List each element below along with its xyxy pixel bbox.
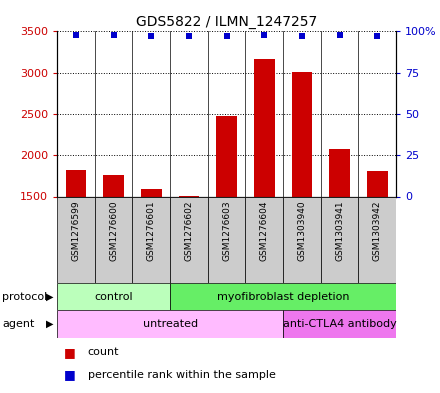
Bar (103, 175, 124, 196)
Text: agent: agent (2, 319, 35, 329)
Bar (170, 283, 396, 310)
Text: untreated: untreated (143, 319, 198, 329)
Text: protocol: protocol (2, 292, 48, 302)
Text: GSM1276604: GSM1276604 (260, 201, 269, 261)
Text: GSM1303940: GSM1303940 (297, 201, 306, 261)
Text: control: control (94, 292, 133, 302)
Text: GSM1276600: GSM1276600 (109, 201, 118, 261)
Bar (57, 283, 170, 310)
Bar (358, 196, 396, 283)
Text: anti-CTLA4 antibody: anti-CTLA4 antibody (282, 319, 396, 329)
Text: myofibroblast depletion: myofibroblast depletion (217, 292, 349, 302)
Text: percentile rank within the sample: percentile rank within the sample (88, 370, 275, 380)
Bar (141, 189, 161, 196)
Text: ■: ■ (64, 368, 76, 381)
Bar (57, 196, 95, 283)
Bar (170, 196, 208, 283)
Text: GSM1276601: GSM1276601 (147, 201, 156, 261)
Text: count: count (88, 347, 119, 357)
Bar (95, 196, 132, 283)
Bar (292, 72, 312, 196)
Title: GDS5822 / ILMN_1247257: GDS5822 / ILMN_1247257 (136, 15, 317, 29)
Text: GSM1303942: GSM1303942 (373, 201, 381, 261)
Bar (329, 149, 350, 196)
Bar (283, 196, 321, 283)
Bar (367, 171, 388, 196)
Bar (66, 170, 86, 196)
Bar (283, 310, 396, 338)
Text: ▶: ▶ (46, 292, 54, 302)
Bar (132, 196, 170, 283)
Bar (321, 196, 358, 283)
Bar (216, 116, 237, 196)
Bar (208, 196, 246, 283)
Bar (254, 59, 275, 196)
Text: ■: ■ (64, 346, 76, 359)
Text: GSM1276602: GSM1276602 (184, 201, 194, 261)
Text: GSM1276599: GSM1276599 (72, 201, 81, 261)
Bar (246, 196, 283, 283)
Text: GSM1303941: GSM1303941 (335, 201, 344, 261)
Text: GSM1276603: GSM1276603 (222, 201, 231, 261)
Text: ▶: ▶ (46, 319, 54, 329)
Bar (57, 310, 283, 338)
